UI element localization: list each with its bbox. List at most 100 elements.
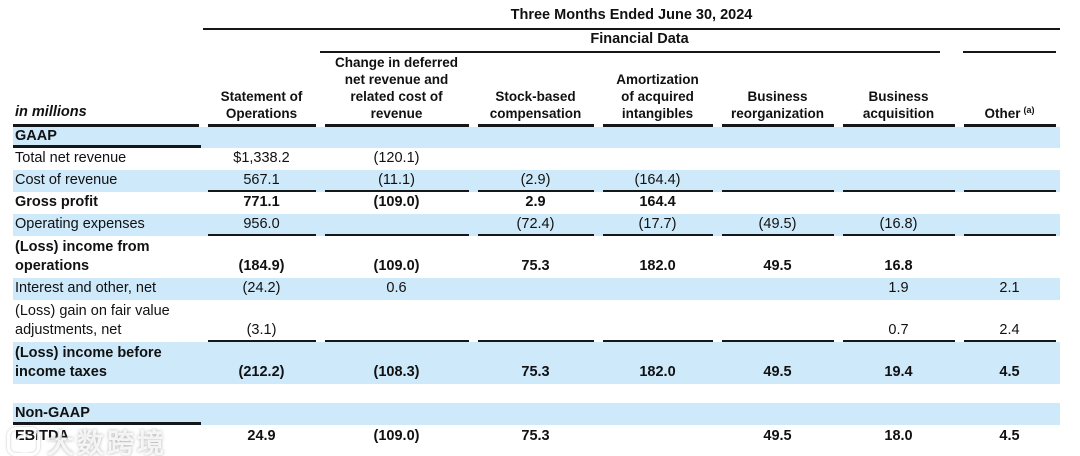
cell xyxy=(598,148,717,170)
cell xyxy=(959,384,1060,403)
group-header-financial-data: Financial Data xyxy=(320,30,959,53)
table-row-non-gaap-section: Non-GAAP xyxy=(13,403,1061,425)
row-label: Cost of revenue xyxy=(13,170,203,192)
cell: 49.5 xyxy=(763,428,792,444)
cell xyxy=(717,300,838,342)
cell xyxy=(717,403,838,425)
row-label: Total net revenue xyxy=(15,150,127,166)
cell xyxy=(473,384,598,403)
cell: 75.3 xyxy=(473,342,598,384)
cell: 18.0 xyxy=(884,428,913,444)
period-header-row: Three Months Ended June 30, 2024 xyxy=(13,0,1061,30)
cell: 182.0 xyxy=(598,342,717,384)
cell: (72.4) xyxy=(473,214,598,236)
cell: 2.9 xyxy=(525,194,546,210)
table-row-loss-income-from-operations: (Loss) income from operations (184.9) (109… xyxy=(13,236,1060,278)
cell xyxy=(203,403,320,425)
table-row-loss-income-before-income-taxes: (Loss) income before income taxes (212.2)… xyxy=(13,342,1061,384)
table-row-total-net-revenue: Total net revenue $1,338.2 (120.1) xyxy=(13,148,1060,170)
cell xyxy=(473,127,598,148)
cell: 956.0 xyxy=(203,214,320,236)
cell xyxy=(959,214,1061,236)
cell xyxy=(598,384,717,403)
cell xyxy=(717,278,838,300)
cell: (108.3) xyxy=(320,342,473,384)
cell xyxy=(838,403,959,425)
column-header-change-in-deferred: Change in deferred net revenue and relat… xyxy=(320,53,473,127)
cell xyxy=(598,425,717,448)
table-row-ebitda: EBITDA 24.9 (109.0) 75.3 49.5 18.0 4.5 xyxy=(13,425,1060,448)
cell xyxy=(203,384,320,403)
cell xyxy=(473,300,598,342)
cell xyxy=(320,300,473,342)
table-row-operating-expenses: Operating expenses 956.0 (72.4) (17.7) (49.5… xyxy=(13,214,1061,236)
column-header-amortization: Amortization of acquired intangibles xyxy=(598,53,717,127)
empty-cell xyxy=(13,30,203,53)
empty-cell xyxy=(203,30,320,53)
cell xyxy=(717,170,838,192)
row-label: Non-GAAP xyxy=(13,403,203,425)
cell: (184.9) xyxy=(238,258,285,274)
row-label: (Loss) income from operations xyxy=(15,239,150,274)
cell: (2.9) xyxy=(473,170,598,192)
cell: 16.8 xyxy=(884,258,913,274)
cell xyxy=(473,278,598,300)
cell: (109.0) xyxy=(373,194,420,210)
cell xyxy=(320,127,473,148)
cell: (212.2) xyxy=(203,342,320,384)
cell: 75.3 xyxy=(521,428,550,444)
cell xyxy=(320,384,473,403)
cell xyxy=(320,403,473,425)
cell: 4.5 xyxy=(959,342,1061,384)
cell xyxy=(598,278,717,300)
cell: 182.0 xyxy=(639,258,676,274)
table-row-loss-gain-on-fair-value-adjustments-net: (Loss) gain on fair value adjustments, n… xyxy=(13,300,1061,342)
table-row-gaap-section: GAAP xyxy=(13,127,1061,148)
table-row-interest-and-other-net: Interest and other, net (24.2) 0.6 1.9 2.1 xyxy=(13,278,1061,300)
cell xyxy=(838,170,959,192)
cell xyxy=(598,127,717,148)
table-row-section-gap xyxy=(13,384,1060,403)
footnote-marker: (a) xyxy=(1023,104,1035,115)
cell xyxy=(959,236,1060,278)
cell: (109.0) xyxy=(373,428,420,444)
row-label-header: in millions xyxy=(13,53,203,127)
cell xyxy=(959,403,1061,425)
cell: 567.1 xyxy=(203,170,320,192)
column-header-statement-of-operations: Statement of Operations xyxy=(203,53,320,127)
column-header-other: Other (a) xyxy=(959,53,1061,127)
cell xyxy=(203,127,320,148)
cell: 19.4 xyxy=(838,342,959,384)
cell: (11.1) xyxy=(320,170,473,192)
cell xyxy=(959,192,1060,214)
cell: 0.6 xyxy=(320,278,473,300)
group-header-row: Financial Data xyxy=(13,30,1061,53)
cell: (24.2) xyxy=(203,278,320,300)
cell xyxy=(959,148,1060,170)
table-title: Three Months Ended June 30, 2024 xyxy=(203,0,1061,30)
cell xyxy=(473,148,598,170)
cell xyxy=(838,148,959,170)
cell: (16.8) xyxy=(838,214,959,236)
cell xyxy=(959,127,1061,148)
cell xyxy=(473,403,598,425)
cell xyxy=(838,192,959,214)
row-label: Gross profit xyxy=(15,194,98,210)
cell xyxy=(838,127,959,148)
row-label: Interest and other, net xyxy=(13,278,203,300)
row-label: EBITDA xyxy=(15,428,69,444)
cell xyxy=(838,384,959,403)
cell xyxy=(717,384,838,403)
cell: 2.4 xyxy=(959,300,1061,342)
column-header-stock-based-compensation: Stock-based compensation xyxy=(473,53,598,127)
row-label: Operating expenses xyxy=(13,214,203,236)
cell xyxy=(320,214,473,236)
cell: 75.3 xyxy=(521,258,550,274)
other-label: Other xyxy=(984,106,1021,121)
other-column-rule xyxy=(959,30,1061,53)
table-row-gross-profit: Gross profit 771.1 (109.0) 2.9 164.4 xyxy=(13,192,1060,214)
column-header-business-reorganization: Business reorganization xyxy=(717,53,838,127)
cell: 0.7 xyxy=(838,300,959,342)
cell: 1.9 xyxy=(838,278,959,300)
